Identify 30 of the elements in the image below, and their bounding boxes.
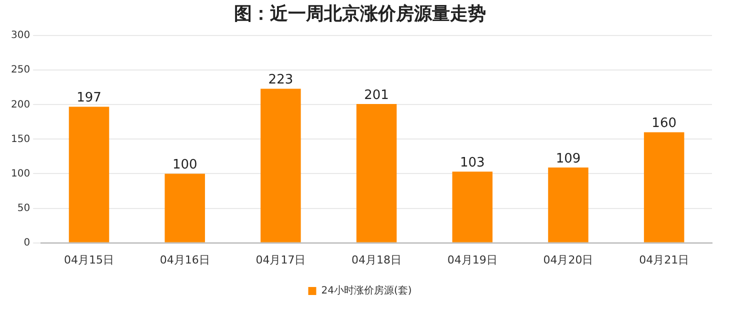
x-tick-label: 04月21日 <box>639 253 690 266</box>
bar <box>452 172 493 242</box>
data-label: 103 <box>460 156 485 171</box>
y-tick-label: 50 <box>17 202 30 214</box>
legend-label: 24小时涨价房源(套) <box>321 284 412 297</box>
y-tick-label: 150 <box>10 134 30 145</box>
data-label: 197 <box>76 90 102 106</box>
x-tick-label: 04月15日 <box>64 253 114 266</box>
chart-title: 图：近一周北京涨价房源量走势 <box>234 3 486 24</box>
x-tick-label: 04月18日 <box>352 253 402 266</box>
y-tick-label: 250 <box>10 64 30 76</box>
bar <box>164 174 205 242</box>
data-label: 109 <box>556 151 581 166</box>
bar <box>548 168 588 242</box>
x-tick-label: 04月16日 <box>160 253 210 266</box>
data-label: 223 <box>268 72 294 88</box>
data-label: 100 <box>172 158 198 173</box>
bar <box>356 104 397 242</box>
y-tick-label: 0 <box>24 237 30 248</box>
y-tick-label: 100 <box>10 168 30 180</box>
x-tick-label: 04月20日 <box>543 253 594 266</box>
data-label: 201 <box>364 88 389 103</box>
x-tick-label: 04月19日 <box>447 253 498 266</box>
data-label: 160 <box>652 116 676 132</box>
x-tick-label: 04月17日 <box>256 253 306 266</box>
y-tick-label: 300 <box>10 30 30 42</box>
bar <box>68 106 110 242</box>
bar <box>644 132 684 242</box>
bar <box>260 88 301 242</box>
y-tick-label: 200 <box>10 99 30 110</box>
